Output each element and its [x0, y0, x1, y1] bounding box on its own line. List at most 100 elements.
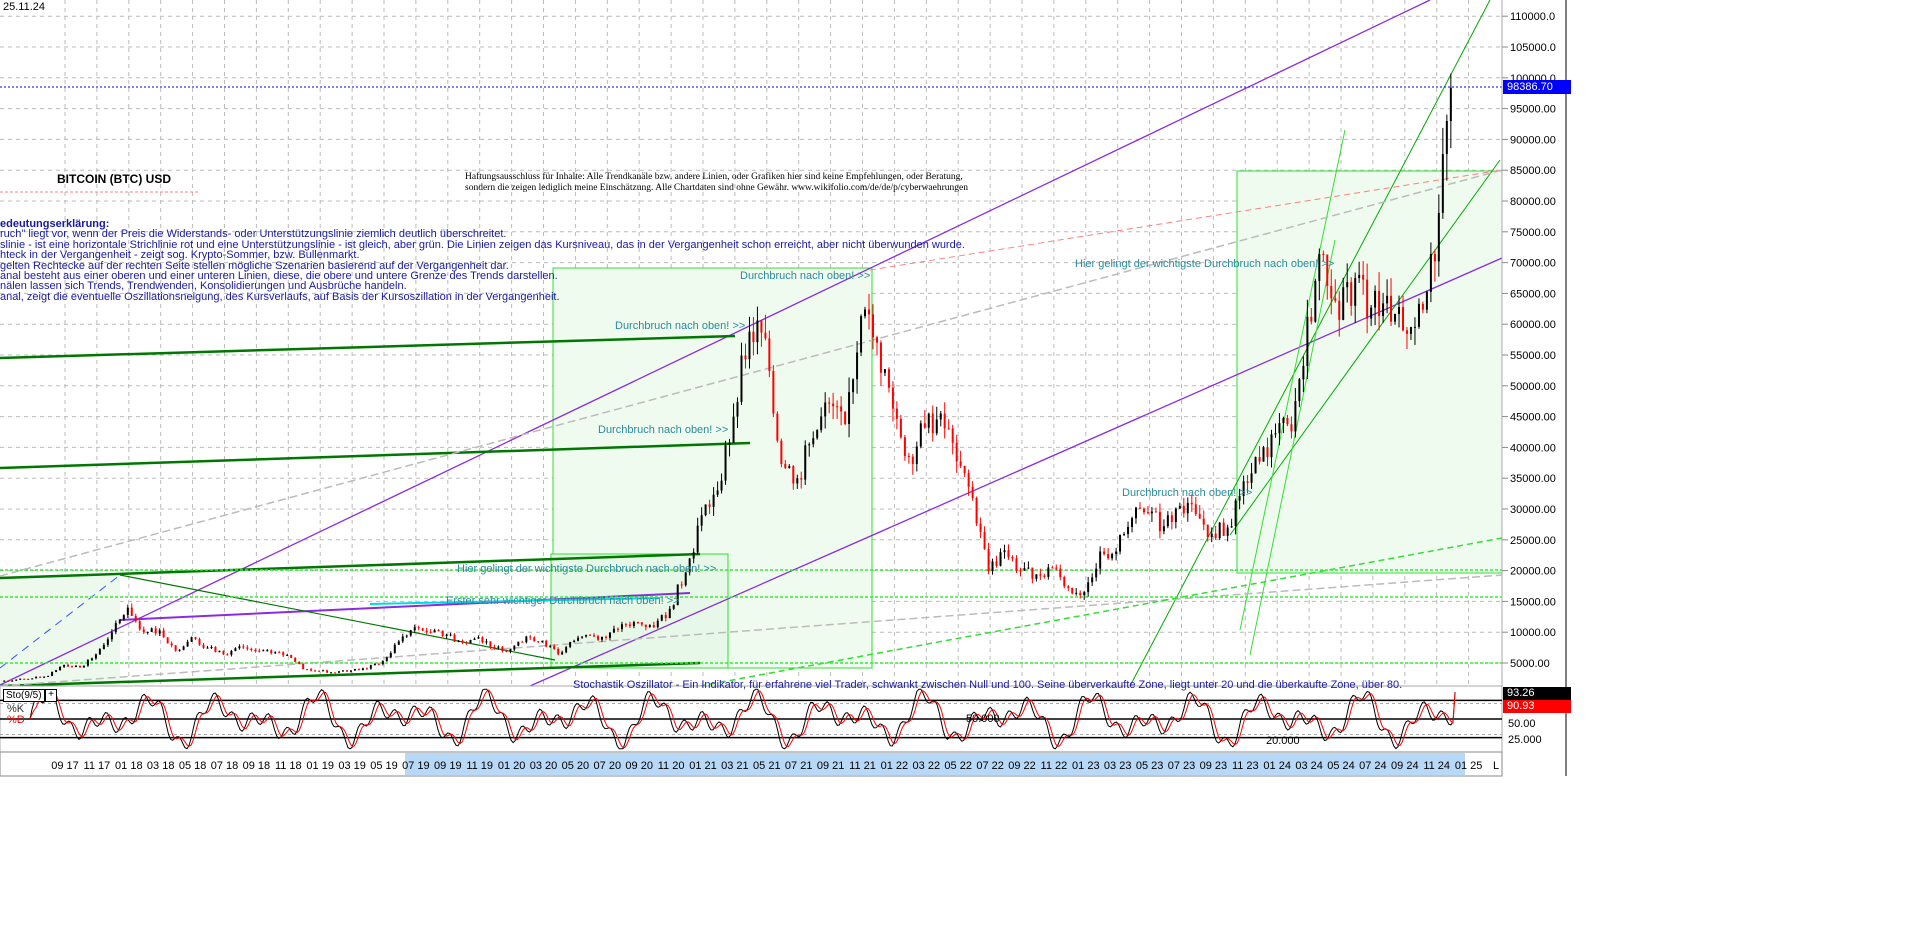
candle-body: [55, 670, 58, 672]
candle-body: [1338, 300, 1341, 320]
resistance-line-58k: [0, 334, 736, 360]
legend-line: anal besteht aus einer oberen und einer …: [0, 270, 558, 283]
candle-body: [1119, 534, 1122, 552]
y-tick-label: 40000.00: [1510, 442, 1556, 454]
x-tick-label: 09 19: [434, 760, 462, 772]
price-candles: [3, 73, 1452, 682]
candle-body: [660, 614, 663, 621]
candle-body: [1390, 295, 1393, 322]
candle-body: [868, 309, 870, 315]
x-tick-label: 11 18: [275, 760, 302, 772]
candle-body: [656, 620, 659, 628]
long-term-trendline-lower: [529, 257, 1503, 687]
candle-body: [1115, 551, 1118, 555]
x-tick-label: 03 21: [721, 760, 749, 772]
candle-body: [1425, 291, 1428, 310]
disclaimer-line: sondern die zeigen lediglich meine Einsc…: [465, 183, 968, 193]
candle-body: [505, 651, 508, 653]
candle-body: [82, 665, 85, 668]
candle-body: [385, 657, 388, 662]
candle-body: [1142, 508, 1145, 513]
x-tick-label: 07 20: [594, 760, 622, 772]
y-tick-label: 105000.0: [1510, 42, 1556, 54]
osc-axis-50: 50.00: [1508, 718, 1536, 730]
candle-body: [337, 671, 340, 673]
cyan-resistance-2019: [369, 597, 661, 605]
candle-body: [800, 478, 803, 480]
candle-body: [521, 641, 524, 643]
candle-body: [51, 671, 54, 676]
candle-body: [425, 630, 428, 632]
candle-body: [154, 628, 157, 634]
candle-body: [915, 446, 918, 464]
candle-body: [991, 561, 994, 572]
candle-body: [162, 630, 165, 638]
candle-body: [130, 607, 133, 616]
d-legend: %D: [7, 714, 25, 726]
candle-body: [94, 654, 97, 659]
x-tick-label: 09 20: [625, 760, 653, 772]
support-line-base: [0, 661, 701, 688]
candle-body: [1063, 577, 1066, 587]
candle-body: [1138, 507, 1141, 509]
annotation-first-breakout: Erster sehr wichtiger Durchbruch nach ob…: [446, 595, 680, 607]
k-legend: %K: [7, 703, 25, 715]
x-tick-label: 05 21: [753, 760, 781, 772]
candle-body: [334, 672, 337, 674]
y-tick-label: 95000.00: [1510, 104, 1556, 116]
candle-body: [748, 331, 751, 360]
candle-body: [1023, 568, 1026, 571]
candle-body: [413, 627, 416, 631]
candle-body: [218, 650, 221, 653]
candle-body: [561, 652, 564, 655]
candle-body: [433, 630, 436, 633]
indicator-label[interactable]: Sto(9/5): [3, 689, 45, 702]
candle-body: [59, 666, 62, 671]
candle-body: [1190, 502, 1193, 505]
x-tick-label: 03 23: [1104, 760, 1132, 772]
candle-body: [644, 624, 647, 627]
candle-body: [1234, 500, 1237, 527]
y-tick-label: 65000.00: [1510, 288, 1556, 300]
candle-body: [110, 632, 113, 640]
candle-body: [1441, 154, 1444, 213]
x-tick-label: 03 24: [1295, 760, 1323, 772]
candle-body: [1019, 570, 1022, 572]
candle-body: [1398, 307, 1401, 314]
candle-body: [860, 316, 863, 353]
candle-body: [887, 369, 890, 388]
candle-body: [174, 645, 177, 651]
candle-body: [640, 622, 643, 625]
candle-body: [824, 402, 827, 417]
price-axis: 5000.00 10000.00 15000.00 20000.00 25000.00 3…: [1502, 11, 1556, 670]
candle-body: [1146, 512, 1149, 514]
x-tick-label: 05 20: [562, 760, 590, 772]
candle-body: [844, 411, 847, 424]
stoch-d-line: [29, 689, 1456, 749]
candle-body: [1103, 551, 1106, 555]
candle-body: [1166, 515, 1169, 527]
candle-body: [636, 622, 639, 624]
candle-body: [1150, 511, 1153, 514]
x-tick-label: 07 23: [1168, 760, 1196, 772]
time-axis-end-label: L: [1493, 760, 1500, 772]
osc-axis-25: 25.000: [1508, 734, 1542, 746]
candle-body: [1242, 481, 1245, 497]
candle-body: [612, 628, 615, 633]
candle-body: [190, 637, 193, 642]
candle-body: [680, 584, 683, 586]
candle-body: [951, 428, 954, 443]
candle-body: [294, 657, 297, 662]
x-tick-label: 07 18: [211, 760, 239, 772]
candle-body: [581, 636, 584, 638]
expand-plus-icon[interactable]: +: [45, 689, 57, 702]
candle-body: [1107, 554, 1110, 559]
candle-body: [724, 444, 727, 481]
time-axis-selection[interactable]: [405, 753, 1465, 775]
candle-body: [1238, 496, 1241, 501]
candle-body: [652, 625, 655, 628]
candle-body: [688, 558, 691, 573]
candle-body: [1083, 592, 1086, 596]
candle-body: [401, 636, 404, 642]
candle-body: [804, 445, 807, 480]
